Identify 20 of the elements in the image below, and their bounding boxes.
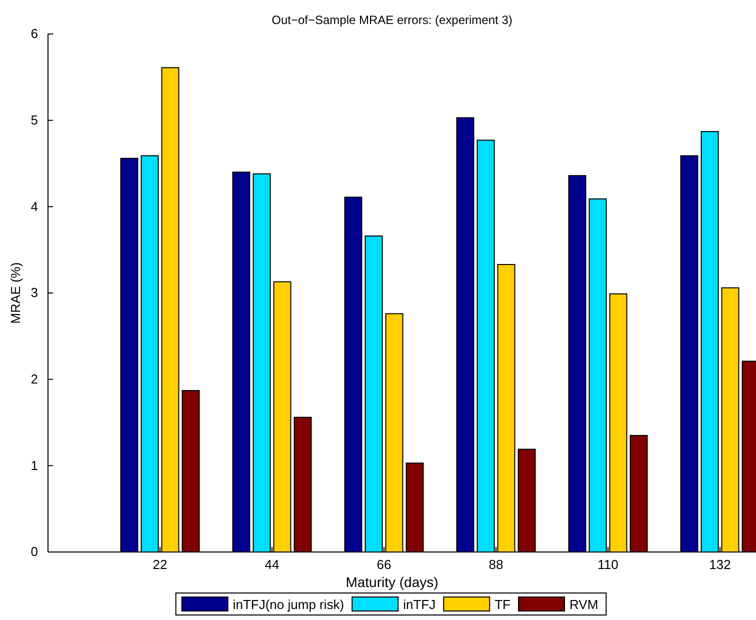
legend-label: inTFJ(no jump risk) [232, 597, 344, 612]
y-tick-label: 2 [30, 371, 38, 386]
y-tick-label: 0 [30, 544, 38, 560]
chart-title: Out−of−Sample MRAE errors: (experiment 3) [272, 13, 512, 27]
y-tick-label: 4 [30, 198, 38, 214]
y-tick-label: 6 [30, 26, 38, 42]
legend-label: inTFJ [403, 597, 436, 612]
x-tick-label: 132 [709, 557, 731, 572]
y-tick-label: 5 [30, 112, 38, 128]
x-tick-label: 66 [376, 557, 392, 572]
legend-label: TF [494, 597, 511, 612]
y-tick-label: 1 [30, 458, 38, 473]
y-tick-label: 3 [30, 285, 38, 300]
legend-label: RVM [569, 597, 598, 612]
x-tick-label: 110 [598, 557, 618, 572]
y-axis-title: MRAE (%) [8, 262, 23, 324]
x-tick-label: 22 [152, 557, 168, 572]
x-axis-title: Maturity (days) [346, 574, 438, 590]
x-tick-label: 88 [488, 557, 504, 572]
x-tick-label: 44 [264, 557, 280, 572]
